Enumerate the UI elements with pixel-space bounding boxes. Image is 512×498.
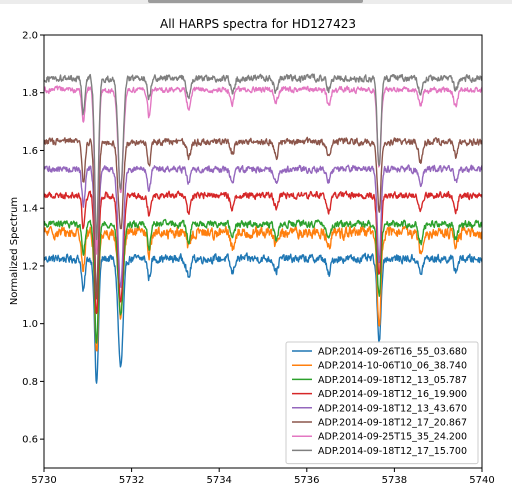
legend-item: ADP.2014-09-25T15_35_24.200: [292, 432, 467, 443]
series-layer: [44, 73, 482, 384]
y-axis-label: Normalized Spectrum: [9, 197, 20, 305]
legend-label: ADP.2014-10-06T10_06_38.740: [318, 361, 467, 372]
legend-label: ADP.2014-09-18T12_17_15.700: [318, 446, 467, 457]
y-tick-label: 0.6: [22, 435, 38, 446]
legend-item: ADP.2014-09-18T12_13_43.670: [292, 403, 467, 414]
legend-label: ADP.2014-09-18T12_16_19.900: [318, 389, 467, 400]
x-tick-label: 5732: [119, 475, 144, 486]
legend-item: ADP.2014-09-26T16_55_03.680: [292, 347, 467, 358]
legend-item: ADP.2014-09-18T12_13_05.787: [292, 375, 467, 386]
series-line: [44, 73, 482, 241]
series-line: [44, 218, 482, 344]
series-line: [44, 136, 482, 300]
legend-item: ADP.2014-09-18T12_16_19.900: [292, 389, 467, 400]
x-tick-label: 5730: [31, 475, 56, 486]
legend-item: ADP.2014-10-06T10_06_38.740: [292, 361, 467, 372]
series-line: [44, 164, 482, 294]
x-tick-label: 5740: [469, 475, 494, 486]
legend-label: ADP.2014-09-18T12_17_20.867: [318, 418, 467, 429]
window-tab-indicator: [148, 0, 363, 3]
y-tick-label: 1.4: [22, 204, 38, 215]
legend-label: ADP.2014-09-18T12_13_05.787: [318, 375, 467, 386]
legend: ADP.2014-09-26T16_55_03.680 ADP.2014-10-0…: [285, 341, 479, 465]
y-tick-label: 1.8: [22, 88, 38, 99]
y-tick-label: 1.2: [22, 261, 38, 272]
y-tick-label: 1.0: [22, 319, 38, 330]
y-tick-label: 0.8: [22, 377, 38, 388]
legend-box: [285, 341, 479, 465]
y-axis: 0.6 0.8 1.0 1.2 1.4 1.6 1.8 2.0: [22, 31, 44, 446]
legend-label: ADP.2014-09-18T12_13_43.670: [318, 403, 467, 414]
chart-title: All HARPS spectra for HD127423: [160, 17, 356, 31]
legend-label: ADP.2014-09-25T15_35_24.200: [318, 432, 467, 443]
y-tick-label: 2.0: [22, 31, 38, 42]
legend-item: ADP.2014-09-18T12_17_15.700: [292, 446, 467, 457]
series-line: [44, 252, 482, 384]
y-tick-label: 1.6: [22, 146, 38, 157]
x-tick-label: 5736: [294, 475, 319, 486]
series-line: [44, 190, 482, 315]
legend-item: ADP.2014-09-18T12_17_20.867: [292, 418, 467, 429]
plot-frame: [43, 34, 483, 469]
legend-label: ADP.2014-09-26T16_55_03.680: [318, 347, 467, 358]
series-line: [44, 225, 482, 352]
x-tick-label: 5738: [382, 475, 407, 486]
x-axis: 5730 5732 5734 5736 5738 5740: [31, 468, 495, 486]
window-top-bar: [0, 0, 512, 4]
x-tick-label: 5734: [206, 475, 231, 486]
